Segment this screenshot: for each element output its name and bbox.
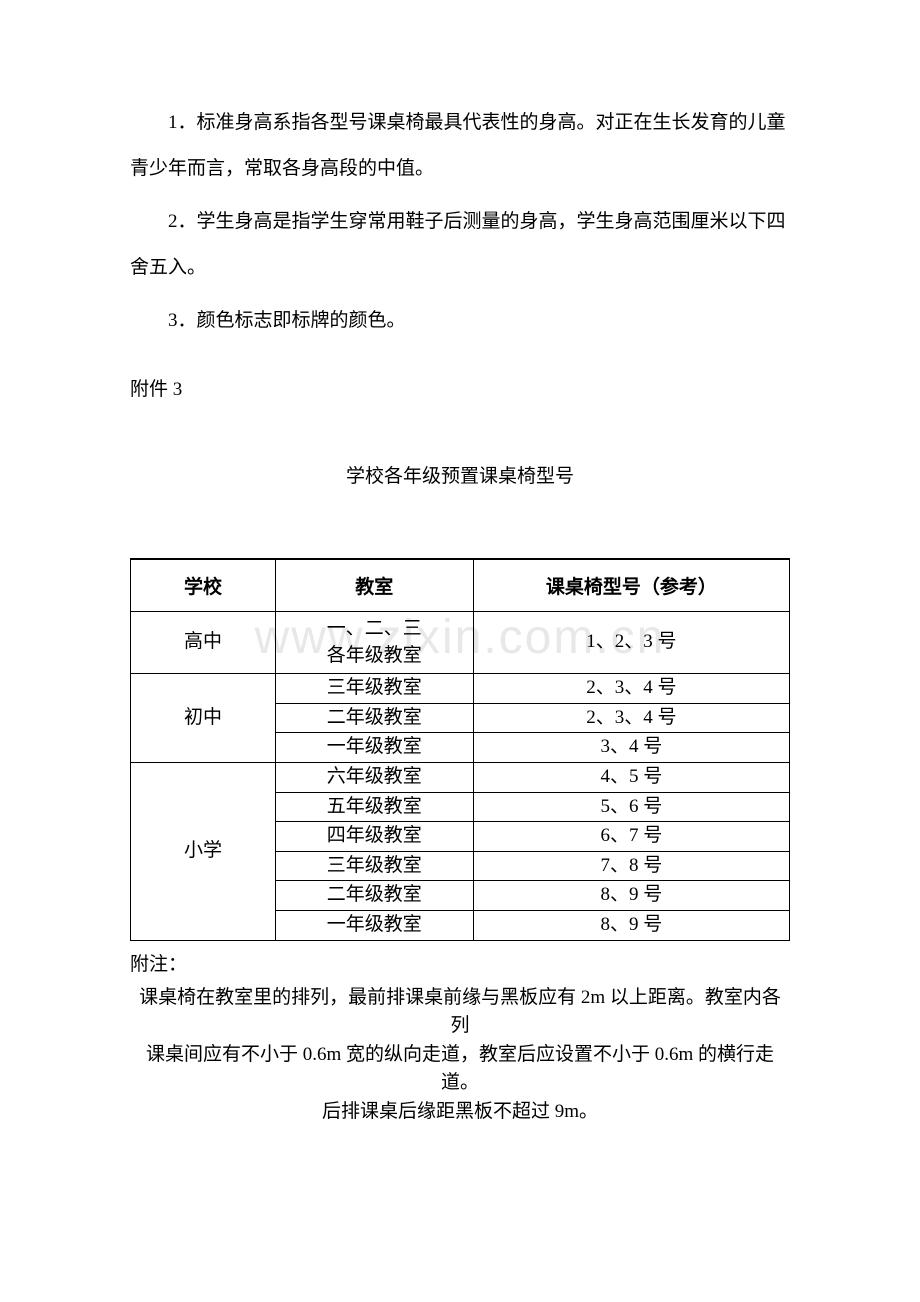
cell-classroom-line2: 各年级教室 (327, 645, 422, 666)
paragraph-3: 3．颜色标志即标牌的颜色。 (130, 298, 790, 344)
header-classroom: 教室 (275, 559, 473, 612)
paragraph-1: 1．标准身高系指各型号课桌椅最具代表性的身高。对正在生长发育的儿童青少年而言，常… (130, 100, 790, 191)
cell-classroom: 一年级教室 (275, 910, 473, 940)
attachment-label: 附件 3 (130, 374, 790, 401)
cell-school: 高中 (131, 611, 276, 673)
note-line-2: 课桌间应有不小于 0.6m 宽的纵向走道，教室后应设置不小于 0.6m 的横行走… (146, 1044, 774, 1094)
note-text: 课桌椅在教室里的排列，最前排课桌前缘与黑板应有 2m 以上距离。教室内各列 课桌… (130, 984, 790, 1127)
table-row: 小学 六年级教室 4、5 号 (131, 762, 790, 792)
note-label: 附注： (130, 949, 790, 976)
cell-classroom: 一、二、三 各年级教室 (275, 611, 473, 673)
table-header-row: 学校 教室 课桌椅型号（参考） (131, 559, 790, 612)
paragraph-2: 2．学生身高是指学生穿常用鞋子后测量的身高，学生身高范围厘米以下四舍五入。 (130, 199, 790, 290)
desk-model-table: 学校 教室 课桌椅型号（参考） 高中 一、二、三 各年级教室 1、2、3 号 初… (130, 558, 790, 941)
cell-model: 1、2、3 号 (473, 611, 789, 673)
cell-model: 5、6 号 (473, 792, 789, 822)
header-model: 课桌椅型号（参考） (473, 559, 789, 612)
cell-classroom-line1: 一、二、三 (327, 618, 422, 639)
cell-school: 小学 (131, 762, 276, 940)
cell-model: 7、8 号 (473, 851, 789, 881)
cell-model: 2、3、4 号 (473, 674, 789, 704)
cell-classroom: 二年级教室 (275, 881, 473, 911)
cell-school: 初中 (131, 674, 276, 763)
note-line-3: 后排课桌后缘距黑板不超过 9m。 (322, 1101, 598, 1122)
table-title: 学校各年级预置课桌椅型号 (130, 461, 790, 488)
cell-model: 6、7 号 (473, 822, 789, 852)
note-line-1: 课桌椅在教室里的排列，最前排课桌前缘与黑板应有 2m 以上距离。教室内各列 (139, 987, 781, 1037)
cell-classroom: 六年级教室 (275, 762, 473, 792)
cell-model: 8、9 号 (473, 881, 789, 911)
cell-classroom: 三年级教室 (275, 851, 473, 881)
cell-classroom: 四年级教室 (275, 822, 473, 852)
cell-classroom: 五年级教室 (275, 792, 473, 822)
cell-classroom: 二年级教室 (275, 703, 473, 733)
table-row: 初中 三年级教室 2、3、4 号 (131, 674, 790, 704)
cell-model: 3、4 号 (473, 733, 789, 763)
table-row: 高中 一、二、三 各年级教室 1、2、3 号 (131, 611, 790, 673)
cell-model: 8、9 号 (473, 910, 789, 940)
header-school: 学校 (131, 559, 276, 612)
cell-classroom: 三年级教室 (275, 674, 473, 704)
cell-classroom: 一年级教室 (275, 733, 473, 763)
cell-model: 2、3、4 号 (473, 703, 789, 733)
document-content: 1．标准身高系指各型号课桌椅最具代表性的身高。对正在生长发育的儿童青少年而言，常… (130, 100, 790, 1126)
cell-model: 4、5 号 (473, 762, 789, 792)
